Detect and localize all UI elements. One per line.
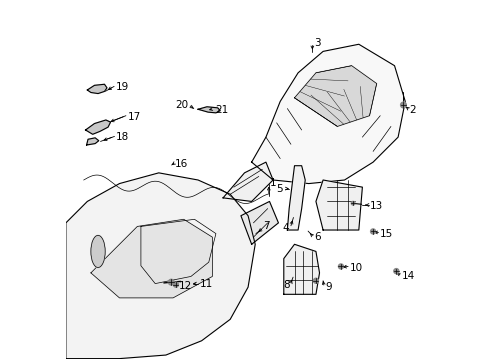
Polygon shape [66,173,255,359]
Circle shape [338,264,343,269]
Circle shape [370,229,375,234]
Text: 2: 2 [408,105,415,114]
Text: 16: 16 [175,158,188,168]
Text: 20: 20 [175,100,188,110]
Circle shape [313,278,318,283]
Text: 15: 15 [379,229,392,239]
Polygon shape [294,66,376,126]
Polygon shape [223,162,272,202]
Text: 5: 5 [276,184,283,194]
Text: 13: 13 [369,201,383,211]
Circle shape [400,102,406,108]
Ellipse shape [91,235,105,267]
Circle shape [350,202,354,205]
Text: 3: 3 [313,38,320,48]
Polygon shape [287,166,305,230]
Text: 1: 1 [270,178,276,188]
Polygon shape [283,244,319,294]
Polygon shape [198,107,220,113]
Text: 7: 7 [263,221,269,231]
Text: 11: 11 [199,279,212,289]
Text: 19: 19 [115,82,128,93]
Text: 17: 17 [127,112,140,122]
Polygon shape [85,120,110,134]
Text: 14: 14 [401,271,414,281]
Text: 10: 10 [349,262,362,273]
Circle shape [173,282,178,287]
Polygon shape [91,219,212,298]
Polygon shape [86,138,99,145]
Circle shape [393,269,398,274]
Text: 18: 18 [116,132,129,142]
Circle shape [168,279,174,285]
Polygon shape [241,202,278,244]
Text: 21: 21 [215,105,228,114]
Polygon shape [87,84,107,94]
Text: 8: 8 [282,280,289,290]
Text: 12: 12 [179,282,192,292]
Polygon shape [251,44,405,184]
Text: 6: 6 [313,232,320,242]
Polygon shape [315,180,362,230]
Text: 9: 9 [325,282,331,292]
Text: 4: 4 [282,223,289,233]
